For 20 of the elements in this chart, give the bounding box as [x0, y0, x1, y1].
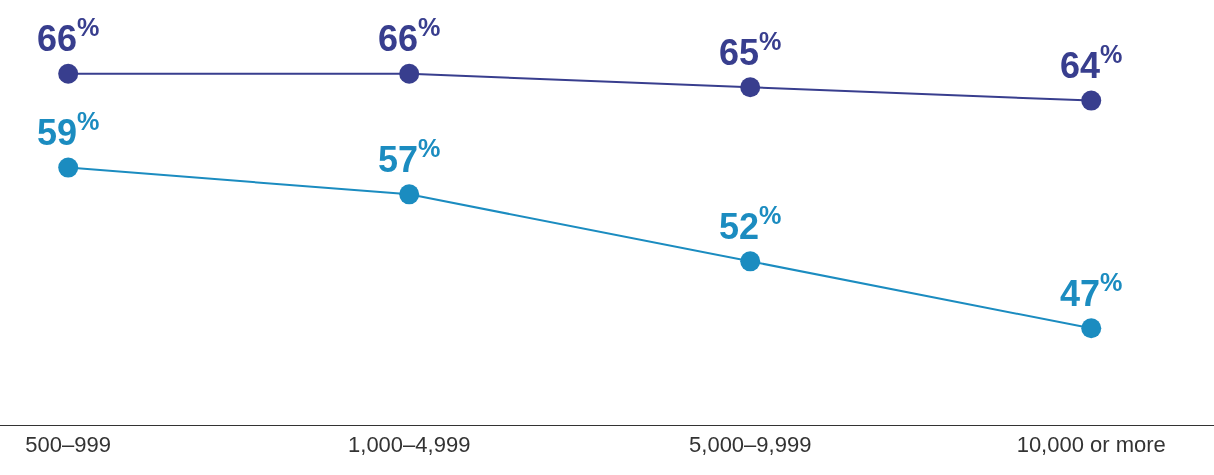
- x-tick-label: 5,000–9,999: [689, 432, 812, 458]
- x-tick-label: 10,000 or more: [1016, 432, 1166, 458]
- data-label: 52$^{%}$: [718, 200, 782, 247]
- point: [58, 157, 79, 178]
- point: [58, 63, 79, 84]
- data-label: 59$^{%}$: [36, 106, 100, 154]
- data-label: 57$^{%}$: [377, 133, 441, 180]
- point: [1081, 90, 1102, 111]
- point: [740, 251, 761, 272]
- data-label: 47$^{%}$: [1060, 267, 1123, 314]
- x-tick-label: 500–999: [25, 432, 112, 458]
- point: [1081, 318, 1102, 339]
- point: [399, 63, 420, 84]
- data-label: 66$^{%}$: [377, 13, 441, 60]
- data-label: 66$^{%}$: [36, 13, 100, 60]
- data-label: 65$^{%}$: [718, 26, 782, 73]
- data-label: 64$^{%}$: [1060, 39, 1123, 87]
- x-tick-label: 1,000–4,999: [348, 432, 471, 458]
- point: [740, 77, 761, 98]
- point: [399, 184, 420, 205]
